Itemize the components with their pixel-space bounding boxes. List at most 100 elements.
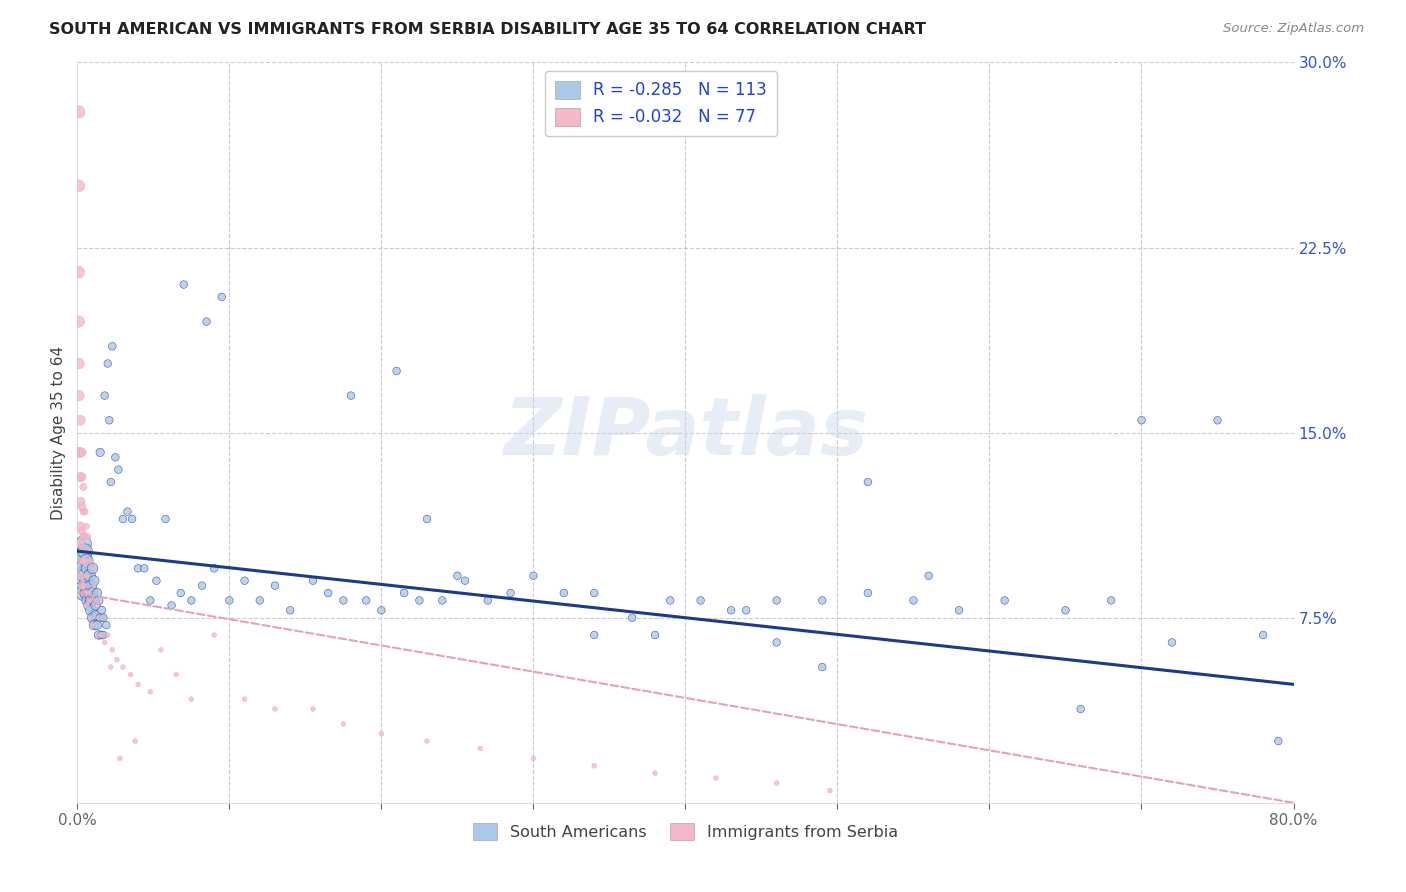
Point — [354, 593, 377, 607]
Point — [69, 519, 91, 533]
Point — [79, 544, 101, 558]
Point — [67, 104, 90, 119]
Point — [765, 776, 787, 790]
Point — [72, 586, 94, 600]
Point — [180, 692, 202, 706]
Point — [67, 357, 90, 371]
Point — [79, 568, 101, 582]
Point — [918, 568, 941, 582]
Point — [75, 554, 97, 568]
Point — [75, 519, 97, 533]
Point — [332, 716, 354, 731]
Point — [87, 628, 110, 642]
Point — [1251, 628, 1274, 642]
Point — [89, 610, 111, 624]
Point — [67, 561, 90, 575]
Point — [75, 568, 97, 582]
Y-axis label: Disability Age 35 to 64: Disability Age 35 to 64 — [51, 345, 66, 520]
Text: ZIPatlas: ZIPatlas — [503, 393, 868, 472]
Point — [67, 314, 90, 328]
Point — [89, 628, 111, 642]
Point — [170, 586, 193, 600]
Point — [73, 554, 96, 568]
Point — [111, 660, 134, 674]
Point — [69, 413, 91, 427]
Point — [69, 470, 91, 484]
Point — [416, 512, 439, 526]
Point — [233, 692, 256, 706]
Point — [765, 593, 787, 607]
Point — [477, 593, 499, 607]
Point — [80, 593, 103, 607]
Point — [84, 593, 107, 607]
Point — [302, 574, 325, 588]
Point — [79, 586, 101, 600]
Point — [83, 593, 105, 607]
Point — [77, 561, 100, 575]
Point — [948, 603, 970, 617]
Point — [108, 751, 131, 765]
Point — [332, 593, 354, 607]
Point — [522, 751, 544, 765]
Point — [80, 579, 103, 593]
Point — [1267, 734, 1289, 748]
Point — [765, 635, 787, 649]
Point — [69, 445, 91, 459]
Point — [91, 610, 114, 624]
Point — [89, 445, 111, 459]
Point — [522, 568, 544, 582]
Point — [127, 677, 149, 691]
Point — [145, 574, 167, 588]
Point — [202, 628, 225, 642]
Point — [86, 599, 108, 613]
Point — [70, 524, 93, 539]
Point — [233, 574, 256, 588]
Point — [69, 574, 91, 588]
Point — [621, 610, 644, 624]
Point — [408, 593, 430, 607]
Point — [278, 603, 301, 617]
Point — [120, 667, 142, 681]
Point — [82, 586, 104, 600]
Point — [202, 561, 225, 575]
Point — [82, 561, 104, 575]
Point — [72, 554, 94, 568]
Point — [87, 593, 110, 607]
Point — [101, 642, 124, 657]
Point — [430, 593, 453, 607]
Point — [77, 581, 100, 595]
Point — [72, 505, 94, 519]
Point — [100, 660, 122, 674]
Point — [903, 593, 925, 607]
Point — [72, 529, 94, 543]
Point — [856, 475, 879, 489]
Point — [82, 610, 104, 624]
Point — [644, 766, 666, 780]
Point — [73, 568, 96, 582]
Point — [77, 529, 100, 543]
Point — [264, 702, 287, 716]
Point — [67, 265, 90, 279]
Point — [70, 568, 93, 582]
Point — [75, 574, 97, 588]
Point — [93, 388, 115, 402]
Point — [80, 603, 103, 617]
Point — [67, 178, 90, 193]
Point — [90, 603, 112, 617]
Point — [316, 586, 339, 600]
Point — [101, 339, 124, 353]
Point — [499, 586, 522, 600]
Point — [72, 536, 94, 550]
Point — [249, 593, 271, 607]
Point — [470, 741, 492, 756]
Text: SOUTH AMERICAN VS IMMIGRANTS FROM SERBIA DISABILITY AGE 35 TO 64 CORRELATION CHA: SOUTH AMERICAN VS IMMIGRANTS FROM SERBIA… — [49, 22, 927, 37]
Point — [302, 702, 325, 716]
Point — [83, 618, 105, 632]
Point — [98, 413, 121, 427]
Point — [180, 593, 202, 607]
Point — [91, 628, 114, 642]
Point — [70, 445, 93, 459]
Point — [107, 462, 129, 476]
Point — [73, 586, 96, 600]
Point — [79, 599, 101, 613]
